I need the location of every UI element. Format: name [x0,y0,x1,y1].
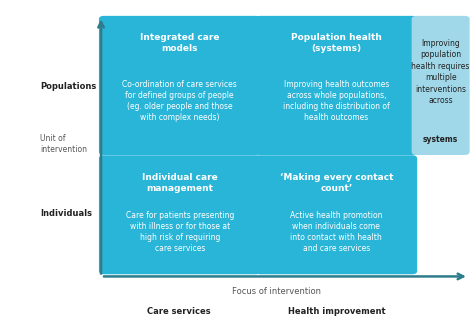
Text: Improving
population
health requires
multiple
interventions
across: Improving population health requires mul… [411,39,470,105]
Text: Co-ordination of care services
for defined groups of people
(eg. older people an: Co-ordination of care services for defin… [122,80,237,122]
Text: Care for patients presenting
with illness or for those at
high risk of requiring: Care for patients presenting with illnes… [126,211,234,253]
Text: Individual care
management: Individual care management [142,173,218,193]
Text: Care services: Care services [147,307,210,316]
Text: Population health
(systems): Population health (systems) [291,33,382,53]
FancyBboxPatch shape [411,16,470,155]
Text: Populations: Populations [40,82,96,90]
FancyBboxPatch shape [99,155,261,274]
FancyBboxPatch shape [99,16,261,155]
Text: Individuals: Individuals [40,209,92,218]
Text: Focus of intervention: Focus of intervention [232,287,321,296]
Text: Improving health outcomes
across whole populations,
including the distribution o: Improving health outcomes across whole p… [283,80,390,122]
Text: Active health promotion
when individuals come
into contact with health
and care : Active health promotion when individuals… [290,211,383,253]
FancyBboxPatch shape [255,16,417,155]
Text: ‘Making every contact
count’: ‘Making every contact count’ [280,173,393,193]
FancyBboxPatch shape [255,155,417,274]
Text: Unit of
intervention: Unit of intervention [40,134,87,154]
Text: systems: systems [423,135,458,144]
Text: Integrated care
models: Integrated care models [140,33,219,53]
Text: Health improvement: Health improvement [288,307,385,316]
